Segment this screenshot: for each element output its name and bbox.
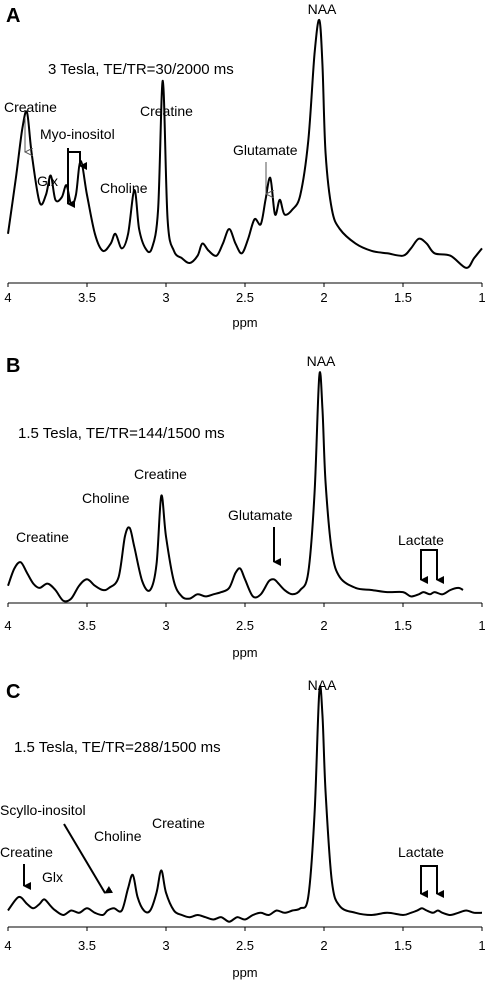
panel-c-label-creatine-39: Creatine	[0, 844, 53, 860]
panel-a-label-glutamate: Glutamate	[233, 142, 298, 158]
panel-c-letter: C	[6, 681, 20, 703]
panel-a-letter: A	[6, 5, 20, 27]
panel-b-tick-label: 3	[162, 618, 169, 633]
panel-b-tick-label: 1	[478, 618, 485, 633]
panel-a-label-choline: Choline	[100, 180, 148, 196]
panel-a-label-myo-inositol: Myo-inositol	[40, 126, 115, 142]
panel-c-label-scyllo-inositol: Scyllo-inositol	[0, 802, 86, 818]
panel-c-x-label: ppm	[232, 965, 257, 980]
panel-a-label-glx: Glx	[37, 173, 58, 189]
panel-a-label-naa: NAA	[308, 1, 337, 17]
panel-a-condition: 3 Tesla, TE/TR=30/2000 ms	[48, 61, 234, 78]
panel-c-tick-label: 2	[320, 938, 327, 953]
panel-b-tick-label: 1.5	[394, 618, 412, 633]
panel-c-label-choline: Choline	[94, 828, 142, 844]
panel-b-tick-label: 3.5	[78, 618, 96, 633]
panel-b-condition: 1.5 Tesla, TE/TR=144/1500 ms	[18, 425, 225, 442]
panel-b-tick-label: 2.5	[236, 618, 254, 633]
panel-a-tick-label: 1	[478, 290, 485, 305]
panel-a-label-creatine-30: Creatine	[140, 103, 193, 119]
panel-b-tick-label: 4	[4, 618, 11, 633]
panel-b-x-axis: 4 3.5 3 2.5 2 1.5 1	[4, 602, 486, 633]
panel-b-letter: B	[6, 355, 20, 377]
panel-b-label-lactate: Lactate	[398, 532, 444, 548]
panel-c-tick-label: 4	[4, 938, 11, 953]
panel-a: A 3 Tesla, TE/TR=30/2000 ms 4 3.5 3 2.5 2 1.5…	[4, 1, 486, 330]
panel-c-label-creatine-30: Creatine	[152, 815, 205, 831]
panel-c-spectrum-line	[7, 685, 483, 923]
panel-b-label-creatine-39: Creatine	[16, 529, 69, 545]
panel-b-arrow-lactate-bracket	[420, 549, 438, 578]
panel-b-label-choline: Choline	[82, 490, 130, 506]
panel-c-arrow-scyllo-inositol	[63, 823, 114, 894]
panel-a-x-label: ppm	[232, 315, 257, 330]
panel-b-label-glutamate: Glutamate	[228, 507, 293, 523]
panel-a-label-creatine-39: Creatine	[4, 99, 57, 115]
panel-c-x-axis: 4 3.5 3 2.5 2 1.5 1	[4, 926, 486, 953]
panel-a-tick-label: 3.5	[78, 290, 96, 305]
panel-c-tick-label: 1	[478, 938, 485, 953]
panel-c-condition: 1.5 Tesla, TE/TR=288/1500 ms	[14, 739, 221, 756]
panel-a-arrow-myo-right	[67, 148, 87, 170]
panel-a-tick-label: 3	[162, 290, 169, 305]
panel-c-tick-label: 2.5	[236, 938, 254, 953]
panel-b-label-naa: NAA	[307, 353, 336, 369]
panel-a-x-axis: 4 3.5 3 2.5 2 1.5 1	[4, 282, 486, 305]
panel-c-label-glx: Glx	[42, 869, 63, 885]
panel-b-x-label: ppm	[232, 645, 257, 660]
panel-a-tick-label: 4	[4, 290, 11, 305]
panel-c: C 1.5 Tesla, TE/TR=288/1500 ms 4 3.5 3 2.5 2…	[0, 677, 486, 980]
panel-b-spectrum-line	[7, 371, 464, 603]
panel-c-arrow-lactate-bracket	[420, 865, 438, 890]
panel-b: B 1.5 Tesla, TE/TR=144/1500 ms 4 3.5 3 2.5 2…	[4, 353, 485, 660]
panel-c-tick-label: 1.5	[394, 938, 412, 953]
panel-c-label-lactate: Lactate	[398, 844, 444, 860]
panel-c-label-naa: NAA	[308, 677, 337, 693]
panel-c-tick-label: 3.5	[78, 938, 96, 953]
panel-a-tick-label: 2.5	[236, 290, 254, 305]
panel-a-tick-label: 2	[320, 290, 327, 305]
panel-c-tick-label: 3	[162, 938, 169, 953]
panel-a-tick-label: 1.5	[394, 290, 412, 305]
panel-b-tick-label: 2	[320, 618, 327, 633]
panel-b-label-creatine-30: Creatine	[134, 466, 187, 482]
